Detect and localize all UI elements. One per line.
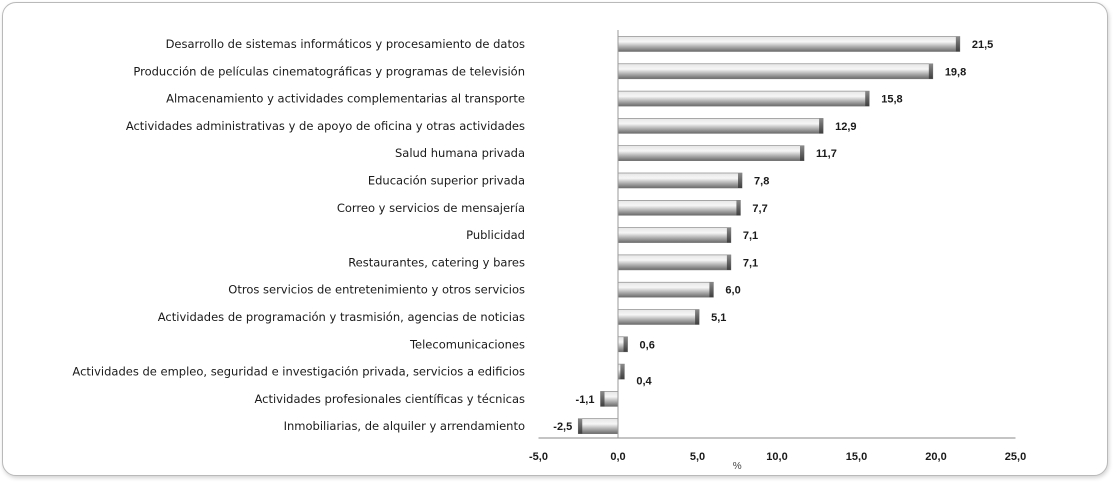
category-label: Otros servicios de entretenimiento y otr… [228,283,525,297]
x-tick-label: 20,0 [925,451,946,463]
bar-end-cap [601,391,605,406]
category-label: Actividades de empleo, seguridad e inves… [72,365,525,379]
bar-end-cap [727,255,731,270]
x-tick-label: 5,0 [690,451,705,463]
bar-end-cap [695,310,699,325]
bar-end-cap [709,282,713,297]
value-label: -2,5 [553,421,572,433]
bar [578,419,618,434]
x-tick-label: -5,0 [529,451,548,463]
bar [618,282,713,297]
category-label: Almacenamiento y actividades complementa… [166,92,525,106]
bar-end-cap [819,118,823,133]
category-label: Actividades administrativas y de apoyo d… [126,119,525,133]
value-label: 15,8 [881,94,902,106]
bar-end-cap [800,146,804,161]
value-label: 5,1 [711,312,726,324]
value-label: 0,6 [640,339,655,351]
bar [618,228,731,243]
value-label: 11,7 [816,148,837,160]
bar [618,37,960,52]
category-label: Correo y servicios de mensajería [337,201,525,215]
x-tick-label: 15,0 [846,451,867,463]
category-label: Inmobiliarias, de alquiler y arrendamien… [284,419,525,433]
category-label: Desarrollo de sistemas informáticos y pr… [166,37,525,51]
value-label: 0,4 [636,376,652,388]
category-label: Actividades profesionales científicas y … [254,392,525,406]
bar-end-cap [736,200,740,215]
value-label: 7,8 [754,176,769,188]
value-label: 7,1 [743,230,758,242]
category-label: Telecomunicaciones [409,337,525,351]
value-label: 12,9 [835,121,856,133]
x-tick-label: 10,0 [766,451,787,463]
bar [618,200,740,215]
value-label: 7,1 [743,257,758,269]
bar-end-cap [620,364,624,379]
category-label: Producción de películas cinematográficas… [133,64,525,78]
value-label: 6,0 [725,285,740,297]
bar [618,64,933,79]
bar [618,91,869,106]
bar-end-cap [929,64,933,79]
bar-end-cap [738,173,742,188]
bar-end-cap [727,228,731,243]
value-label: 7,7 [752,203,767,215]
category-label: Educación superior privada [368,174,525,188]
value-label: 21,5 [972,39,993,51]
bar [618,173,742,188]
category-label: Publicidad [466,228,525,242]
value-label: -1,1 [576,394,595,406]
bar [618,146,804,161]
bar-end-cap [578,419,582,434]
bar [618,310,699,325]
bar [618,118,823,133]
category-label: Salud humana privada [395,146,525,160]
category-label: Actividades de programación y trasmisión… [158,310,525,324]
x-tick-label: 25,0 [1005,451,1026,463]
x-tick-label: 0,0 [610,451,625,463]
bar [618,255,731,270]
category-label: Restaurantes, catering y bares [348,255,525,269]
x-axis-title: % [733,461,742,472]
bar-end-cap [956,37,960,52]
bar-end-cap [624,337,628,352]
value-label: 19,8 [945,66,966,78]
bar-end-cap [865,91,869,106]
